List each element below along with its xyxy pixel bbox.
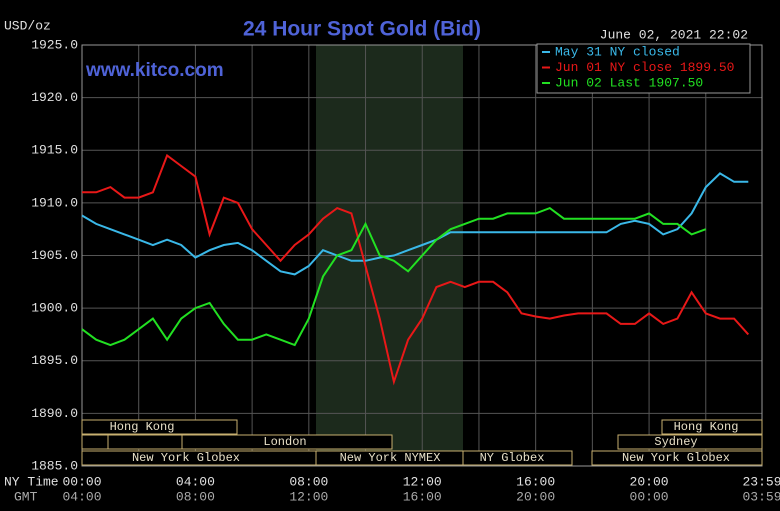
x2-tick-label: 16:00 xyxy=(403,489,442,504)
session-box xyxy=(81,419,238,435)
session-box xyxy=(462,450,573,466)
series-line xyxy=(82,153,750,386)
session-box xyxy=(617,434,763,450)
x2-tick-label: 04:00 xyxy=(62,489,101,504)
x-tick-label: 04:00 xyxy=(176,474,215,489)
session-box xyxy=(661,419,763,435)
session-label: New York Globex xyxy=(622,451,730,465)
timestamp: June 02, 2021 22:02 xyxy=(600,27,748,42)
x2-tick-label: 12:00 xyxy=(289,489,328,504)
session-label: Hong Kong xyxy=(674,420,739,434)
session-box xyxy=(181,434,393,450)
x-axis-label: NY Time xyxy=(4,474,59,489)
session-box xyxy=(81,434,109,450)
x-tick-label: 23:59 xyxy=(742,474,780,489)
watermark: www.kitco.com xyxy=(85,60,224,81)
y-tick-label: 1910.0 xyxy=(31,195,78,210)
x-tick-label: 08:00 xyxy=(289,474,328,489)
y-tick-label: 1925.0 xyxy=(31,37,78,52)
session-label: New York Globex xyxy=(132,451,240,465)
x-tick-label: 16:00 xyxy=(516,474,555,489)
session-label: London xyxy=(263,435,306,449)
session-box xyxy=(591,450,763,466)
x-tick-label: 12:00 xyxy=(403,474,442,489)
y-tick-label: 1905.0 xyxy=(31,248,78,263)
session-box xyxy=(107,434,183,450)
x2-tick-label: 20:00 xyxy=(516,489,555,504)
legend-label: May 31 NY closed xyxy=(555,44,680,59)
session-label: Sydney xyxy=(654,435,697,449)
y-tick-label: 1920.0 xyxy=(31,90,78,105)
y-tick-label: 1890.0 xyxy=(31,406,78,421)
series-line xyxy=(81,206,707,347)
session-label: NY Globex xyxy=(480,451,545,465)
legend-label: Jun 02 Last 1907.50 xyxy=(555,75,703,90)
plot-frame xyxy=(81,44,763,467)
y-tick-label: 1915.0 xyxy=(31,143,78,158)
x-tick-label: 20:00 xyxy=(630,474,669,489)
y-tick-label: 1885.0 xyxy=(31,458,78,473)
chart-title: 24 Hour Spot Gold (Bid) xyxy=(243,18,481,41)
sessions: Hong Kong Hong Kong London Sydney New Yo… xyxy=(81,419,763,466)
y-tick-label: 1895.0 xyxy=(31,353,78,368)
x2-axis-label: GMT xyxy=(14,489,38,504)
x2-tick-label: 00:00 xyxy=(630,489,669,504)
x-tick-label: 00:00 xyxy=(62,474,101,489)
legend-label: Jun 01 NY close 1899.50 xyxy=(555,60,734,75)
y-tick-label: 1900.0 xyxy=(31,301,78,316)
series-line xyxy=(81,172,749,276)
legend-box xyxy=(536,43,751,94)
session-label: New York NYMEX xyxy=(340,451,441,465)
x2-tick-label: 08:00 xyxy=(176,489,215,504)
session-label: Hong Kong xyxy=(110,420,175,434)
unit-label: USD/oz xyxy=(4,18,51,33)
x2-tick-label: 03:59 xyxy=(742,489,780,504)
